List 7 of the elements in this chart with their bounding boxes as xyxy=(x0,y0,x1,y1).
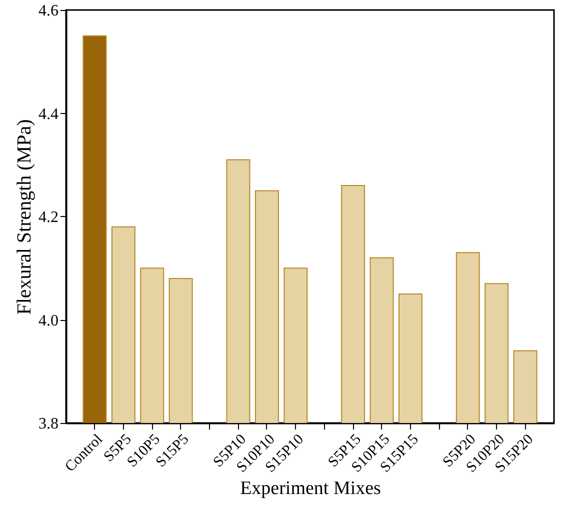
y-axis-title: Flexural Strength (MPa) xyxy=(14,119,36,315)
y-tick-label: 4.0 xyxy=(38,312,58,330)
y-tick-label: 4.2 xyxy=(38,209,58,226)
y-tick-label: 4.4 xyxy=(38,106,58,123)
y-tick-label: 4.6 xyxy=(38,2,58,20)
y-tick-label: 3.8 xyxy=(38,416,58,432)
x-axis-title: Experiment Mixes xyxy=(240,478,381,500)
